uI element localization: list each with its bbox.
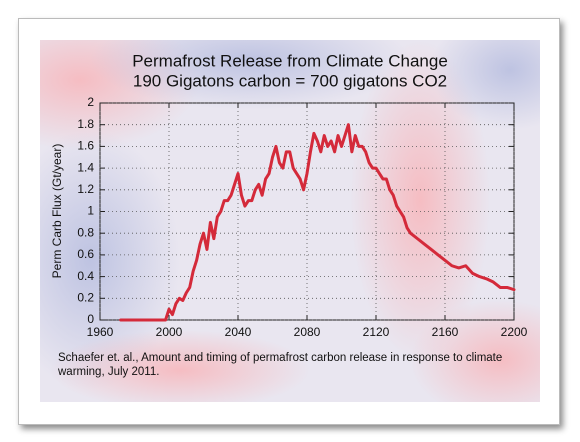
data-line (119, 123, 516, 322)
y-tick-label: 1.4 (77, 160, 94, 174)
x-tick-label: 2120 (363, 325, 390, 339)
source-caption: Schaefer et. al., Amount and timing of p… (58, 352, 503, 378)
x-tick-label: 2080 (294, 325, 321, 339)
y-tick-label: 0.2 (77, 290, 94, 304)
x-tick-label: 2200 (501, 325, 528, 339)
y-tick-label: 1 (87, 204, 94, 218)
y-tick-label: 0 (87, 312, 94, 326)
x-tick-label: 2040 (225, 325, 252, 339)
x-tick-label: 1960 (87, 325, 114, 339)
chart-title: Permafrost Release from Climate Change (132, 51, 448, 70)
y-tick-label: 0.8 (77, 225, 94, 239)
y-tick-label: 0.6 (77, 247, 94, 261)
x-tick-label: 2000 (156, 325, 183, 339)
background (40, 40, 540, 402)
y-tick-label: 0.4 (77, 269, 94, 283)
y-tick-label: 2 (87, 95, 94, 109)
y-tick-label: 1.2 (77, 182, 94, 196)
y-tick-label: 1.8 (77, 117, 94, 131)
y-tick-label: 1.6 (77, 139, 94, 153)
x-tick-label: 2160 (432, 325, 459, 339)
y-axis-label: Perm Carb Flux (Gt/year) (50, 144, 64, 279)
chart-subtitle: 190 Gigatons carbon = 700 gigatons CO2 (133, 71, 447, 90)
